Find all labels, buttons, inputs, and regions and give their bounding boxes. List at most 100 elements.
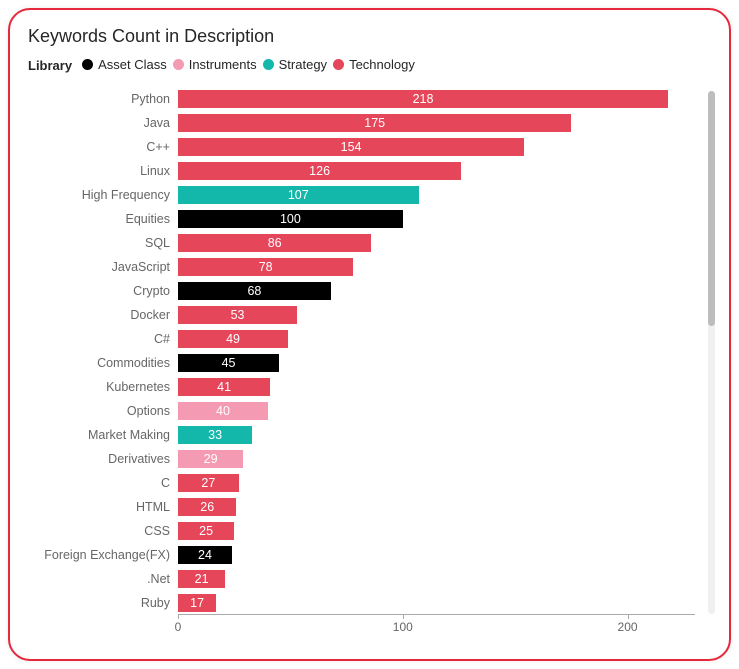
bar-row: Crypto68: [28, 279, 705, 303]
bar-row: Derivatives29: [28, 447, 705, 471]
bar-label: C++: [28, 140, 178, 154]
bar-fill[interactable]: 175: [178, 114, 571, 132]
bars-region: Python218Java175C++154Linux126High Frequ…: [28, 87, 705, 614]
legend-swatch: [82, 59, 93, 70]
bar-row: C# 49: [28, 327, 705, 351]
bar-row: Docker 53: [28, 303, 705, 327]
bar-row: .Net 21: [28, 567, 705, 591]
chart-title: Keywords Count in Description: [28, 26, 719, 47]
bar-row: Python218: [28, 87, 705, 111]
bar-track: 86: [178, 231, 695, 255]
bar-value: 107: [288, 188, 309, 202]
bar-row: C27: [28, 471, 705, 495]
bar-fill[interactable]: 49: [178, 330, 288, 348]
bar-value: 40: [216, 404, 230, 418]
bar-fill[interactable]: 45: [178, 354, 279, 372]
bar-value: 68: [247, 284, 261, 298]
bar-fill[interactable]: 21: [178, 570, 225, 588]
legend-item[interactable]: Technology: [333, 57, 415, 72]
x-axis-tick: [178, 614, 179, 619]
legend-label: Strategy: [279, 57, 327, 72]
bar-value: 25: [199, 524, 213, 538]
bar-value: 21: [195, 572, 209, 586]
legend-swatch: [263, 59, 274, 70]
bar-fill[interactable]: 41: [178, 378, 270, 396]
x-axis-line: [178, 614, 695, 615]
bar-value: 33: [208, 428, 222, 442]
bar-value: 45: [222, 356, 236, 370]
legend-swatch: [173, 59, 184, 70]
bar-value: 175: [364, 116, 385, 130]
bar-row: JavaScript 78: [28, 255, 705, 279]
bar-fill[interactable]: 53: [178, 306, 297, 324]
bar-label: Options: [28, 404, 178, 418]
legend-title: Library: [28, 58, 72, 73]
bar-value: 24: [198, 548, 212, 562]
bar-track: 53: [178, 303, 695, 327]
bar-fill[interactable]: 107: [178, 186, 419, 204]
chart-card: Keywords Count in Description Library As…: [8, 8, 731, 661]
legend-item[interactable]: Strategy: [263, 57, 327, 72]
bar-row: Kubernetes41: [28, 375, 705, 399]
bar-fill[interactable]: 33: [178, 426, 252, 444]
bar-fill[interactable]: 29: [178, 450, 243, 468]
bar-track: 24: [178, 543, 695, 567]
bar-fill[interactable]: 78: [178, 258, 353, 276]
bar-track: 107: [178, 183, 695, 207]
bar-track: 100: [178, 207, 695, 231]
bar-track: 45: [178, 351, 695, 375]
bar-row: C++ 154: [28, 135, 705, 159]
bar-label: Java: [28, 116, 178, 130]
bar-row: Ruby17: [28, 591, 705, 614]
bar-row: High Frequency 107: [28, 183, 705, 207]
bar-row: Equities100: [28, 207, 705, 231]
x-axis: 0100200: [178, 614, 695, 638]
bar-label: JavaScript: [28, 260, 178, 274]
bar-row: Options 40: [28, 399, 705, 423]
bar-fill[interactable]: 27: [178, 474, 239, 492]
bar-value: 86: [268, 236, 282, 250]
scrollbar-track[interactable]: [708, 91, 715, 614]
bar-label: Commodities: [28, 356, 178, 370]
bar-fill[interactable]: 17: [178, 594, 216, 612]
bar-track: 78: [178, 255, 695, 279]
bar-track: 29: [178, 447, 695, 471]
legend-item[interactable]: Instruments: [173, 57, 257, 72]
bar-track: 41: [178, 375, 695, 399]
bar-label: Kubernetes: [28, 380, 178, 394]
legend-item[interactable]: Asset Class: [82, 57, 167, 72]
x-axis-tick-label: 0: [175, 620, 182, 634]
bar-track: 218: [178, 87, 695, 111]
bar-label: Market Making: [28, 428, 178, 442]
bar-label: C#: [28, 332, 178, 346]
bar-track: 17: [178, 591, 695, 614]
bar-label: High Frequency: [28, 188, 178, 202]
bar-value: 78: [259, 260, 273, 274]
bar-value: 29: [204, 452, 218, 466]
bar-value: 154: [341, 140, 362, 154]
bar-fill[interactable]: 100: [178, 210, 403, 228]
bar-value: 100: [280, 212, 301, 226]
bar-fill[interactable]: 40: [178, 402, 268, 420]
bar-fill[interactable]: 26: [178, 498, 236, 516]
bar-label: Ruby: [28, 596, 178, 610]
bar-row: SQL 86: [28, 231, 705, 255]
bar-fill[interactable]: 154: [178, 138, 524, 156]
bar-track: 154: [178, 135, 695, 159]
bar-value: 49: [226, 332, 240, 346]
x-axis-tick-label: 200: [618, 620, 638, 634]
bar-label: .Net: [28, 572, 178, 586]
bar-label: SQL: [28, 236, 178, 250]
bar-row: Market Making 33: [28, 423, 705, 447]
x-axis-tick: [628, 614, 629, 619]
bar-value: 53: [231, 308, 245, 322]
bar-fill[interactable]: 86: [178, 234, 371, 252]
bar-fill[interactable]: 24: [178, 546, 232, 564]
bar-label: Docker: [28, 308, 178, 322]
scrollbar-thumb[interactable]: [708, 91, 715, 326]
bar-fill[interactable]: 25: [178, 522, 234, 540]
bar-fill[interactable]: 126: [178, 162, 461, 180]
bar-fill[interactable]: 218: [178, 90, 668, 108]
bar-track: 21: [178, 567, 695, 591]
bar-fill[interactable]: 68: [178, 282, 331, 300]
